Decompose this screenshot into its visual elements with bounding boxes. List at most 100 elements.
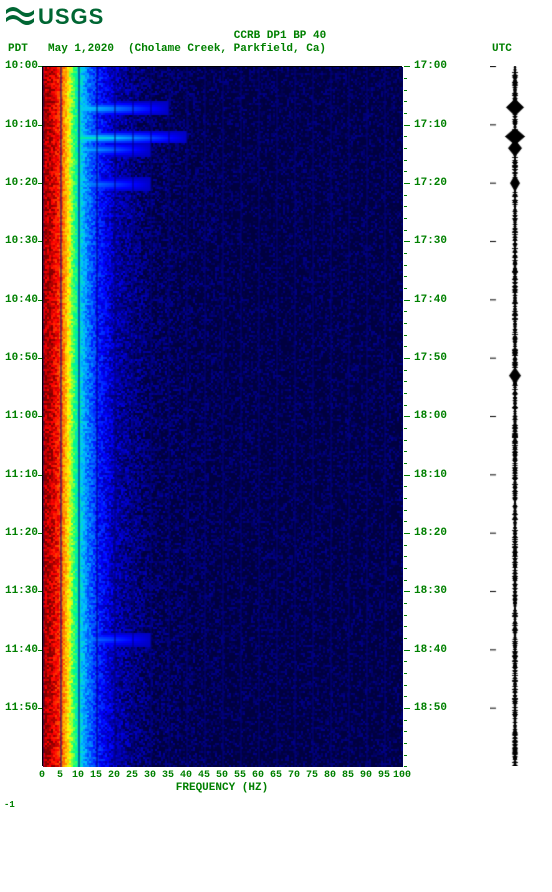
x-tick: 50 (216, 770, 228, 781)
timezone-left-label: PDT (8, 43, 48, 56)
minor-tick (404, 276, 407, 277)
minor-tick (404, 78, 407, 79)
minor-tick (404, 335, 407, 336)
y-tick-pdt: 10:10 (5, 119, 38, 131)
x-tick: 100 (393, 770, 411, 781)
minor-tick (404, 206, 407, 207)
waveform-canvas (490, 66, 540, 766)
minor-tick (404, 731, 407, 732)
y-tick-pdt: 11:20 (5, 527, 38, 539)
x-tick: 30 (144, 770, 156, 781)
y-tick-pdt: 11:00 (5, 410, 38, 422)
minor-tick (404, 475, 407, 476)
minor-tick (404, 311, 407, 312)
usgs-wave-icon (6, 4, 34, 30)
minor-tick (404, 603, 407, 604)
x-tick: 35 (162, 770, 174, 781)
x-tick: 55 (234, 770, 246, 781)
minor-tick (404, 148, 407, 149)
minor-tick (404, 556, 407, 557)
minor-tick (404, 626, 407, 627)
minor-tick (404, 218, 407, 219)
minor-tick (404, 346, 407, 347)
usgs-logo: USGS (0, 0, 552, 30)
minor-tick (404, 673, 407, 674)
y-tick-utc: 18:40 (414, 644, 447, 656)
y-tick-pdt: 10:00 (5, 60, 38, 72)
minor-tick (404, 171, 407, 172)
x-tick: 10 (72, 770, 84, 781)
y-axis-utc: 17:0017:1017:2017:3017:4017:5018:0018:10… (404, 66, 454, 766)
minor-tick (404, 253, 407, 254)
minor-tick (404, 638, 407, 639)
minor-tick (404, 183, 407, 184)
minor-tick (404, 510, 407, 511)
minor-tick (404, 381, 407, 382)
minor-tick (404, 160, 407, 161)
x-tick: 80 (324, 770, 336, 781)
station-label: (Cholame Creek, Parkfield, Ca) (128, 43, 472, 56)
minor-tick (404, 591, 407, 592)
timezone-right-label: UTC (472, 43, 552, 56)
minor-tick (404, 498, 407, 499)
y-tick-utc: 18:10 (414, 469, 447, 481)
y-tick-utc: 17:50 (414, 352, 447, 364)
x-tick: 0 (39, 770, 45, 781)
minor-tick (404, 405, 407, 406)
minor-tick (404, 696, 407, 697)
minor-tick (404, 743, 407, 744)
minor-tick (404, 113, 407, 114)
spectrogram-canvas (43, 67, 403, 767)
minor-tick (404, 661, 407, 662)
minor-tick (404, 615, 407, 616)
x-tick: 25 (126, 770, 138, 781)
minor-tick (404, 358, 407, 359)
minor-tick (404, 766, 407, 767)
plot-area: 10:0010:1010:2010:3010:4010:5011:0011:10… (0, 66, 552, 796)
plot-title: CCRB DP1 BP 40 (8, 30, 552, 43)
minor-tick (404, 521, 407, 522)
minor-tick (404, 66, 407, 67)
minor-tick (404, 440, 407, 441)
x-tick: 85 (342, 770, 354, 781)
x-axis-frequency: FREQUENCY (HZ) 0510152025303540455055606… (42, 766, 402, 796)
minor-tick (404, 685, 407, 686)
y-tick-pdt: 11:10 (5, 469, 38, 481)
y-tick-pdt: 10:20 (5, 177, 38, 189)
y-tick-utc: 18:50 (414, 702, 447, 714)
minor-tick (404, 545, 407, 546)
minor-tick (404, 125, 407, 126)
y-tick-pdt: 11:30 (5, 585, 38, 597)
spectrogram-heatmap (42, 66, 402, 766)
minor-tick (404, 393, 407, 394)
plot-header: CCRB DP1 BP 40 PDT May 1,2020 (Cholame C… (0, 30, 552, 56)
minor-tick (404, 90, 407, 91)
y-axis-pdt: 10:0010:1010:2010:3010:4010:5011:0011:10… (0, 66, 40, 766)
y-tick-utc: 17:00 (414, 60, 447, 72)
minor-tick (404, 300, 407, 301)
y-tick-utc: 18:20 (414, 527, 447, 539)
minor-tick (404, 463, 407, 464)
minor-tick (404, 650, 407, 651)
minor-tick (404, 136, 407, 137)
minor-tick (404, 580, 407, 581)
x-tick: 60 (252, 770, 264, 781)
y-tick-pdt: 11:50 (5, 702, 38, 714)
minor-tick (404, 755, 407, 756)
waveform-wiggle (490, 66, 540, 766)
x-tick: 95 (378, 770, 390, 781)
y-tick-pdt: 11:40 (5, 644, 38, 656)
x-tick: 65 (270, 770, 282, 781)
x-tick: 40 (180, 770, 192, 781)
minor-tick (404, 241, 407, 242)
minor-tick (404, 708, 407, 709)
y-tick-pdt: 10:40 (5, 294, 38, 306)
minor-tick (404, 428, 407, 429)
minor-tick (404, 451, 407, 452)
x-axis-title: FREQUENCY (HZ) (42, 782, 402, 794)
footer-mark: -1 (0, 800, 552, 810)
x-tick: 90 (360, 770, 372, 781)
x-tick: 70 (288, 770, 300, 781)
x-tick: 5 (57, 770, 63, 781)
y-tick-utc: 17:30 (414, 235, 447, 247)
